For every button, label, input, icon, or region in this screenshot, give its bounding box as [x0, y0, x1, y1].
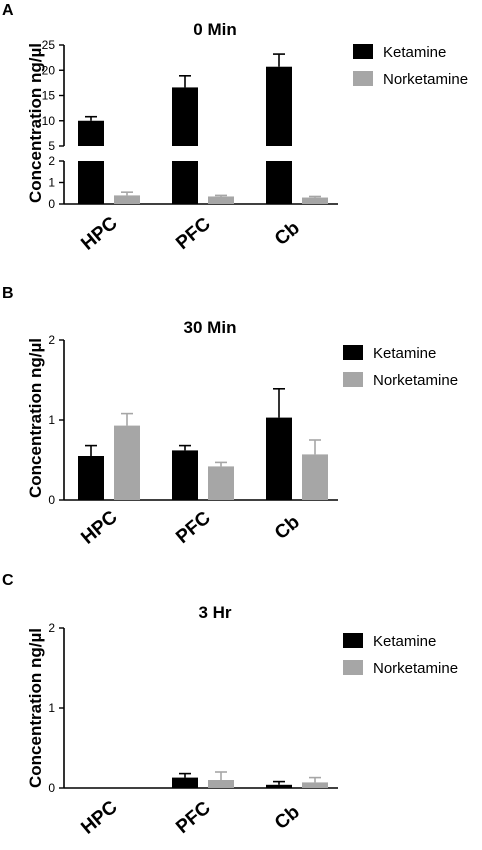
y-tick-label: 15: [42, 89, 56, 103]
legend-swatch-norketamine: [343, 372, 363, 387]
legend-label: Ketamine: [383, 44, 446, 61]
panel-b: B 30 Min Concentration ng/µl0 1 2 HPC PFC Cb Ket…: [2, 285, 458, 549]
bar-ketamine: [266, 784, 292, 788]
panel-c: C 3 Hr Concentration ng/µl0 1 2 HPC PFC Cb Ketam…: [2, 572, 458, 839]
y-tick-label: 1: [48, 701, 55, 715]
legend-swatch-ketamine: [343, 345, 363, 360]
bar-norketamine: [302, 197, 328, 204]
x-category-label: HPC: [77, 213, 121, 255]
bar-norketamine: [208, 466, 234, 500]
chart-title: 0 Min: [193, 20, 236, 39]
bar-ketamine-lower: [78, 161, 104, 204]
x-category-label: PFC: [172, 213, 215, 254]
y-tick-label: 5: [48, 139, 55, 153]
bar-ketamine: [266, 417, 292, 500]
x-category-label: Cb: [271, 802, 304, 834]
bar-ketamine: [172, 777, 198, 788]
y-tick-label: 10: [42, 114, 56, 128]
x-category-label: Cb: [271, 218, 304, 250]
y-tick-label: 2: [48, 333, 55, 347]
y-tick-label: 20: [42, 63, 56, 77]
legend-label: Ketamine: [373, 633, 436, 650]
y-tick-label: 2: [48, 621, 55, 635]
legend-swatch-ketamine: [353, 44, 373, 59]
legend-label: Norketamine: [373, 372, 458, 389]
legend-swatch-norketamine: [343, 660, 363, 675]
y-tick-label: 25: [42, 38, 56, 52]
legend-swatch-norketamine: [353, 71, 373, 86]
x-category-label: PFC: [172, 507, 215, 548]
bar-ketamine: [78, 456, 104, 500]
x-category-label: PFC: [172, 797, 215, 838]
x-category-label: HPC: [77, 507, 121, 549]
bar-norketamine: [208, 196, 234, 204]
y-tick-label: 0: [48, 781, 55, 795]
legend-label: Norketamine: [383, 71, 468, 88]
bar-ketamine: [78, 120, 104, 146]
y-tick-label: 2: [48, 154, 55, 168]
bar-norketamine: [114, 195, 140, 204]
legend-label: Ketamine: [373, 345, 436, 362]
x-category-label: Cb: [271, 512, 304, 544]
bar-ketamine-lower: [266, 161, 292, 204]
bar-norketamine: [302, 782, 328, 788]
panel-letter: C: [2, 572, 14, 589]
legend-label: Norketamine: [373, 660, 458, 677]
x-category-label: HPC: [77, 797, 121, 839]
y-tick-label: 0: [48, 493, 55, 507]
bar-norketamine: [114, 425, 140, 500]
bar-ketamine-lower: [172, 161, 198, 204]
bar-ketamine: [172, 450, 198, 500]
chart-title: 3 Hr: [198, 603, 231, 622]
bar-norketamine: [208, 780, 234, 788]
y-tick-label: 1: [48, 413, 55, 427]
bar-ketamine: [266, 66, 292, 146]
bar-ketamine: [172, 87, 198, 146]
chart-title: 30 Min: [184, 318, 237, 337]
y-axis-label: Concentration ng/µl: [26, 338, 45, 498]
y-axis-label: Concentration ng/µl: [26, 43, 45, 203]
panel-letter: B: [2, 285, 14, 302]
y-tick-label: 1: [48, 176, 55, 190]
panel-letter: A: [2, 2, 14, 19]
y-tick-label: 0: [48, 197, 55, 211]
panel-a: A 0 Min Concentration ng/µl0 1 25 10 15 20 25 HPC…: [2, 2, 468, 255]
bar-norketamine: [302, 454, 328, 500]
y-axis-label: Concentration ng/µl: [26, 628, 45, 788]
legend-swatch-ketamine: [343, 633, 363, 648]
